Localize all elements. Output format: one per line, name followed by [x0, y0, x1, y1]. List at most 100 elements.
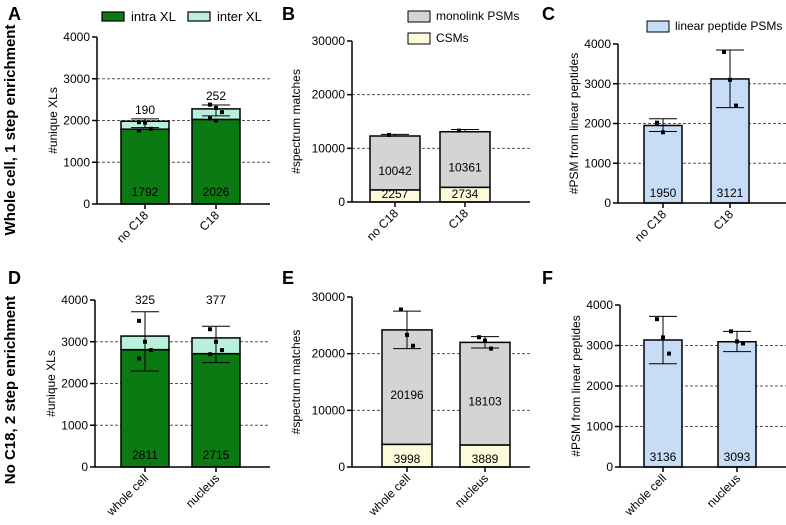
bar-intra-XL: [191, 352, 241, 468]
y-tick-label: 3000: [586, 339, 613, 353]
data-point: [661, 130, 665, 135]
y-axis-label: #unique XLs: [46, 87, 60, 154]
y-axis-label: #spectrum matches: [289, 69, 303, 174]
data-point: [457, 128, 461, 133]
data-point: [208, 102, 212, 107]
data-point: [655, 120, 659, 125]
row-label: Whole cell, 1 step enrichment: [2, 25, 19, 236]
y-tick-label: 1000: [586, 420, 613, 434]
y-axis-label: #PSM from linear peptides: [567, 53, 581, 194]
x-tick-label: whole cell: [621, 471, 669, 519]
data-label: 10361: [448, 161, 482, 175]
data-point: [220, 348, 224, 353]
legend-label: monolink PSMs: [436, 9, 519, 23]
data-label: 325: [135, 293, 155, 307]
x-tick-label: no C18: [114, 208, 151, 245]
x-tick-label: no C18: [364, 206, 401, 243]
data-point: [220, 110, 224, 115]
data-point: [489, 346, 493, 351]
y-tick-label: 0: [338, 460, 345, 474]
y-tick-label: 2000: [586, 379, 613, 393]
x-tick-label: C18: [446, 206, 472, 232]
x-tick-label: no C18: [632, 207, 669, 244]
data-point: [411, 343, 415, 348]
data-point: [137, 128, 141, 133]
panel-letter: E: [282, 268, 294, 288]
data-label: 3889: [472, 452, 499, 466]
y-axis-label: #unique XLs: [44, 350, 58, 417]
data-label: 20196: [390, 388, 424, 402]
data-point: [477, 335, 481, 340]
x-tick-label: nucleus: [704, 471, 743, 510]
bar-monolink-PSMs: [369, 135, 421, 191]
y-tick-label: 30000: [312, 290, 346, 304]
y-tick-label: 10000: [312, 403, 346, 417]
data-point: [137, 120, 141, 125]
legend-label: intra XL: [131, 9, 176, 24]
bar-intra-XL: [191, 118, 241, 205]
y-tick-label: 10000: [312, 141, 346, 155]
bar-monolink-PSMs: [439, 130, 491, 189]
y-tick-label: 30000: [312, 34, 346, 48]
data-point: [137, 356, 141, 361]
y-tick-label: 20000: [312, 88, 346, 102]
data-label: 2811: [132, 448, 158, 462]
y-tick-label: 1000: [584, 156, 611, 170]
data-point: [143, 339, 147, 344]
data-point: [661, 335, 665, 340]
x-tick-label: nucleus: [183, 471, 222, 510]
data-point: [143, 120, 147, 125]
y-tick-label: 0: [81, 460, 88, 474]
y-axis-label: #PSM from linear peptides: [569, 315, 583, 456]
data-point: [214, 339, 218, 344]
legend-label: linear peptide PSMs: [675, 19, 782, 33]
data-point: [399, 307, 403, 312]
data-point: [208, 116, 212, 121]
data-point: [214, 105, 218, 110]
y-tick-label: 3000: [61, 335, 88, 349]
y-tick-label: 3000: [584, 77, 611, 91]
data-label: 18103: [468, 395, 502, 409]
panel-D: D 2811 325 whole cell 2715 377 nucleus 0 1000 200…: [8, 268, 270, 519]
legend-swatch: [407, 10, 431, 23]
data-point: [735, 339, 739, 344]
data-label: 2715: [203, 448, 230, 462]
data-point: [722, 49, 726, 54]
legend-swatch: [646, 20, 670, 33]
data-label: 2026: [203, 185, 230, 199]
x-tick-label: whole cell: [365, 471, 413, 519]
y-tick-label: 20000: [312, 347, 346, 361]
legend-label: inter XL: [217, 9, 262, 24]
data-point: [214, 118, 218, 123]
bar-linear-peptide-PSMs: [643, 124, 683, 204]
data-point: [734, 103, 738, 108]
y-tick-label: 1000: [63, 155, 90, 169]
data-point: [729, 329, 733, 334]
panel-letter: F: [542, 268, 553, 288]
data-label: 252: [206, 89, 226, 103]
bar-linear-peptide-PSMs: [717, 340, 757, 468]
panel-A: A 1792 190 no C18 2026 252 C18 0 1000 2000 3000 400…: [8, 4, 270, 245]
bar-monolink-PSMs: [381, 329, 433, 446]
y-tick-label: 0: [604, 196, 611, 210]
y-tick-label: 0: [338, 195, 345, 209]
data-label: 3121: [717, 186, 744, 200]
x-tick-label: nucleus: [452, 471, 491, 510]
data-point: [483, 338, 487, 343]
panel-C: C 1950 no C18 3121 C18 0 1000 2000 3000 4000#PSM …: [542, 4, 786, 244]
data-point: [405, 332, 409, 337]
y-tick-label: 1000: [61, 418, 88, 432]
panel-letter: D: [8, 268, 21, 288]
data-label: 377: [206, 293, 226, 307]
legend-swatch: [101, 11, 125, 22]
panel-E: E 3998 20196 whole cell 3889 18103 nucleus 0 100…: [282, 268, 530, 519]
data-point: [149, 348, 153, 353]
data-point: [728, 77, 732, 82]
legend-swatch: [187, 11, 211, 22]
row-label: No C18, 2 step enrichment: [2, 296, 19, 484]
data-point: [208, 327, 212, 332]
x-tick-label: whole cell: [103, 471, 151, 519]
x-tick-label: C18: [711, 207, 737, 233]
